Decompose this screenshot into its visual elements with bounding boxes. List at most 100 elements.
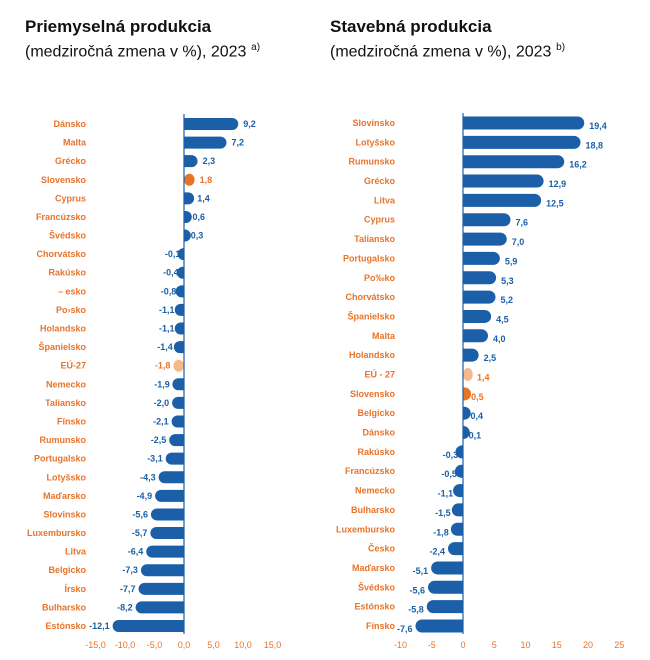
category-label: Cyprus: [55, 193, 86, 203]
category-label: Fínsko: [57, 416, 87, 426]
bar: [172, 378, 184, 391]
value-label: 5,2: [501, 295, 514, 305]
bar: [463, 348, 479, 362]
bar: [453, 484, 463, 498]
bar: [448, 542, 463, 556]
category-label: Taliansko: [354, 234, 395, 244]
bar: [451, 503, 463, 517]
value-label: 5,9: [505, 256, 518, 266]
value-label: -3,1: [147, 454, 163, 464]
value-label: -7,7: [120, 584, 136, 594]
bar: [426, 600, 463, 614]
category-label: Holandsko: [40, 324, 87, 334]
category-label: Španielsko: [38, 341, 86, 352]
value-label: -12,1: [89, 621, 110, 631]
subtitle-text: (medziročná zmena v %), 2023: [330, 43, 552, 61]
bar: [463, 135, 581, 149]
value-label: -7,3: [122, 565, 138, 575]
category-label: Luxembursko: [336, 524, 396, 534]
category-label: EÚ-27: [60, 360, 86, 371]
bar: [184, 118, 239, 130]
x-tick-label: 0: [460, 640, 465, 650]
bar: [454, 464, 463, 478]
bar: [150, 508, 184, 521]
category-label: Litva: [65, 547, 87, 557]
bar: [463, 116, 585, 130]
value-label: 7,0: [512, 237, 525, 247]
bar: [463, 232, 507, 246]
value-label: 2,3: [203, 156, 216, 166]
bar: [112, 620, 184, 632]
x-tick-label: 15,0: [264, 640, 282, 650]
right-chart-title: Stavebná produkcia (medziročná zmena v %…: [330, 16, 565, 63]
category-label: Taliansko: [45, 398, 86, 408]
bar: [171, 415, 184, 428]
category-label: Slovinsko: [352, 118, 395, 128]
value-label: 16,2: [569, 160, 587, 170]
value-label: -2,1: [153, 416, 169, 426]
category-label: Slovinsko: [43, 509, 86, 519]
x-tick-label: 10,0: [234, 640, 252, 650]
bar: [184, 136, 227, 149]
bar: [463, 368, 473, 381]
bar: [450, 522, 463, 536]
category-label: Nemecko: [46, 379, 87, 389]
bar: [428, 580, 463, 594]
category-label: – esko: [58, 286, 87, 296]
category-label: Maďarsko: [352, 563, 395, 573]
category-label: Po‰ko: [364, 273, 396, 283]
value-label: -5,6: [132, 509, 148, 519]
category-label: Česko: [368, 543, 396, 554]
bar: [463, 426, 470, 440]
value-label: -6,4: [128, 547, 144, 557]
bar: [431, 561, 463, 575]
value-label: 12,9: [549, 179, 567, 189]
category-label: Litva: [374, 195, 396, 205]
bar: [176, 266, 184, 279]
value-label: -1,9: [154, 379, 170, 389]
value-label: -1,1: [438, 489, 454, 499]
bar: [463, 251, 500, 265]
bar: [173, 359, 184, 372]
category-label: Lotyšsko: [355, 137, 395, 147]
x-tick-label: -5,0: [147, 640, 163, 650]
left-chart-title: Priemyselná produkcia (medziročná zmena …: [25, 16, 260, 63]
value-label: 18,8: [586, 140, 604, 150]
x-tick-label: 0,0: [178, 640, 191, 650]
category-label: Slovensko: [41, 175, 87, 185]
value-label: 9,2: [243, 119, 256, 129]
note-marker: b): [556, 42, 566, 53]
category-label: Cyprus: [364, 215, 395, 225]
category-label: Belgicko: [48, 565, 86, 575]
bar: [169, 434, 184, 447]
category-label: Malta: [372, 331, 396, 341]
bar: [184, 155, 198, 168]
bar: [177, 248, 184, 261]
value-label: -0,3: [443, 450, 459, 460]
bar: [415, 619, 463, 633]
category-label: Nemecko: [355, 486, 396, 496]
category-label: Francúzsko: [36, 212, 87, 222]
note-marker: a): [251, 42, 261, 53]
bar: [463, 271, 497, 285]
subtitle-text: (medziročná zmena v %), 2023: [25, 43, 247, 61]
category-label: Lotyšsko: [46, 472, 86, 482]
value-label: 5,3: [501, 276, 514, 286]
value-label: 12,5: [546, 198, 564, 208]
category-label: Rumunsko: [39, 435, 86, 445]
category-label: EÚ - 27: [364, 369, 395, 380]
bar: [463, 155, 565, 169]
bar: [463, 387, 472, 401]
category-label: Estónsko: [354, 602, 395, 612]
bar: [140, 564, 184, 577]
category-label: Portugalsko: [343, 253, 396, 263]
category-label: Rakúsko: [48, 268, 86, 278]
bar: [165, 452, 184, 465]
value-label: -1,5: [435, 508, 451, 518]
bar: [174, 303, 184, 316]
value-label: 0,6: [193, 212, 206, 222]
value-label: -2,5: [151, 435, 167, 445]
value-label: 0,5: [471, 392, 484, 402]
value-label: 0,4: [471, 411, 484, 421]
value-label: -2,0: [154, 398, 170, 408]
